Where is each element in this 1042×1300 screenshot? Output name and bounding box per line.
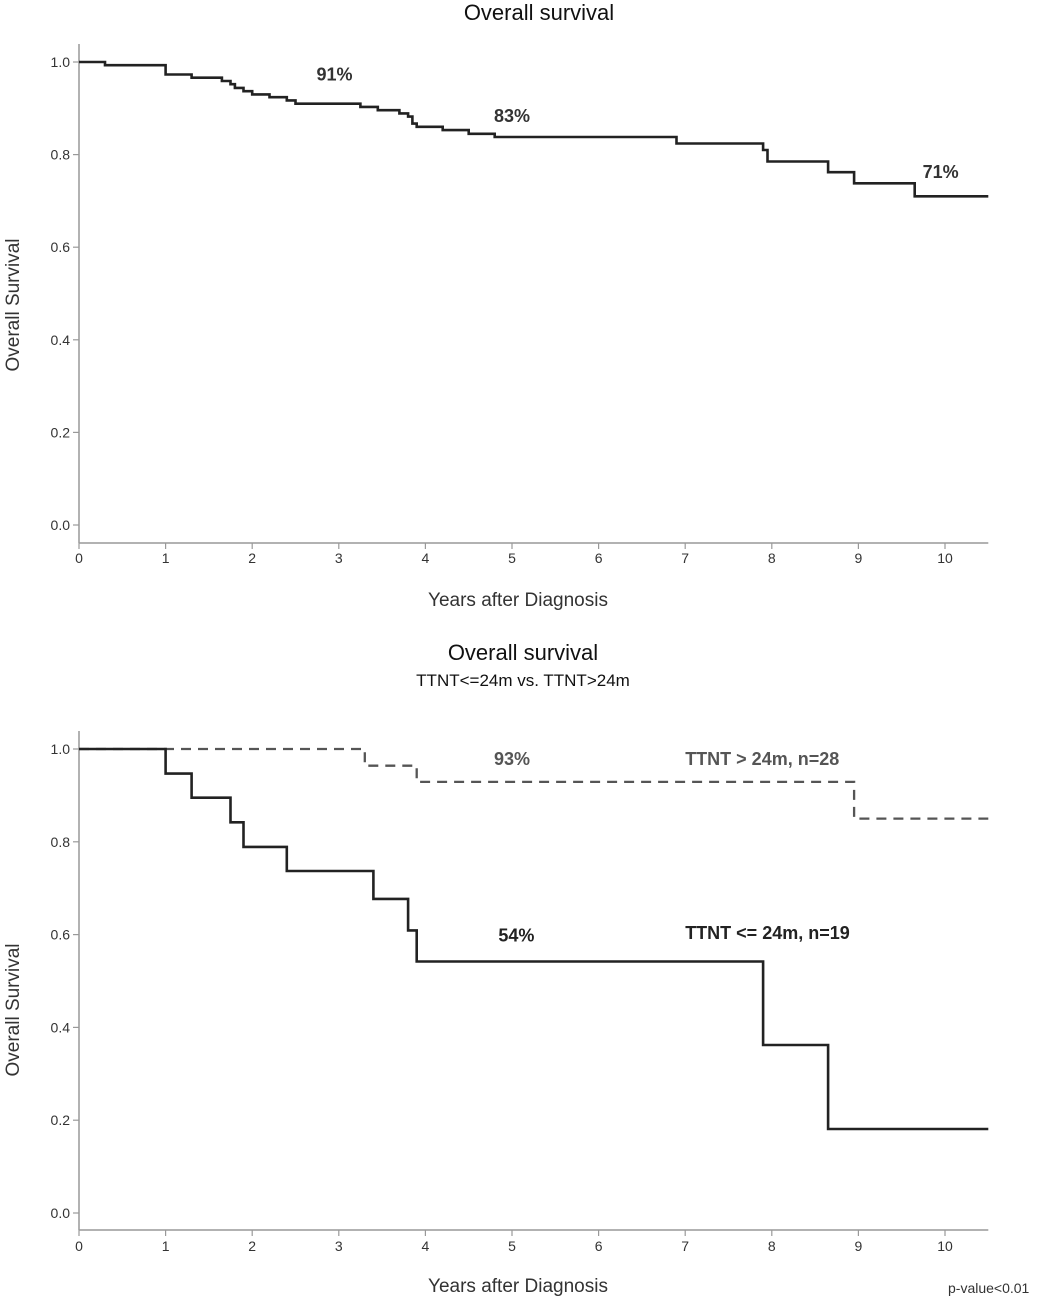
y-tick-label: 0.4 (51, 332, 71, 348)
y-tick-label: 1.0 (51, 741, 71, 757)
p-value-note: p-value<0.01 (948, 1280, 1030, 1296)
x-tick-label: 8 (768, 1238, 776, 1254)
x-tick-label: 4 (422, 1238, 430, 1254)
survival-curve (79, 747, 989, 820)
x-tick-label: 0 (75, 550, 83, 566)
data-annotation: 93% (494, 749, 530, 769)
chart-overall-survival-by-ttnt: Overall survival TTNT<=24m vs. TTNT>24m … (3, 640, 1030, 1297)
y-tick-label: 0.8 (51, 147, 71, 163)
x-tick-label: 5 (508, 550, 516, 566)
data-annotation: 54% (498, 926, 534, 946)
x-tick-label: 2 (248, 550, 256, 566)
y-axis-label: Overall Survival (3, 238, 24, 371)
x-tick-label: 3 (335, 1238, 343, 1254)
x-tick-label: 8 (768, 550, 776, 566)
y-axis-label: Overall Survival (3, 943, 24, 1076)
y-tick-label: 0.2 (51, 424, 71, 440)
data-annotation: TTNT <= 24m, n=19 (685, 923, 850, 943)
y-tick-label: 0.8 (51, 834, 71, 850)
survival-curve (79, 60, 989, 198)
x-tick-label: 7 (681, 1238, 689, 1254)
x-axis-label: Years after Diagnosis (428, 1276, 608, 1297)
x-tick-label: 9 (855, 1238, 863, 1254)
x-tick-label: 9 (855, 550, 863, 566)
chart-overall-survival: Overall survival Years after Diagnosis O… (3, 0, 989, 611)
data-annotation: 91% (316, 65, 352, 85)
x-tick-label: 3 (335, 550, 343, 566)
x-tick-label: 6 (595, 1238, 603, 1254)
x-axis-label: Years after Diagnosis (428, 590, 608, 611)
y-tick-label: 1.0 (51, 54, 71, 70)
y-tick-label: 0.6 (51, 239, 71, 255)
x-tick-label: 1 (162, 550, 170, 566)
x-tick-label: 2 (248, 1238, 256, 1254)
x-tick-label: 5 (508, 1238, 516, 1254)
y-tick-label: 0.0 (51, 517, 71, 533)
y-tick-label: 0.2 (51, 1112, 71, 1128)
data-annotation: TTNT > 24m, n=28 (685, 749, 839, 769)
y-tick-label: 0.4 (51, 1019, 71, 1035)
x-tick-label: 1 (162, 1238, 170, 1254)
data-annotation: 83% (494, 106, 530, 126)
x-tick-label: 4 (422, 550, 430, 566)
chart-title: Overall survival (464, 0, 614, 25)
x-tick-label: 6 (595, 550, 603, 566)
chart-subtitle: TTNT<=24m vs. TTNT>24m (416, 671, 630, 690)
x-tick-label: 10 (937, 550, 953, 566)
survival-curve (79, 747, 989, 1131)
x-tick-label: 7 (681, 550, 689, 566)
y-tick-label: 0.0 (51, 1205, 71, 1221)
y-tick-label: 0.6 (51, 927, 71, 943)
x-tick-label: 0 (75, 1238, 83, 1254)
x-tick-label: 10 (937, 1238, 953, 1254)
chart-title: Overall survival (448, 640, 598, 665)
data-annotation: 71% (923, 162, 959, 182)
